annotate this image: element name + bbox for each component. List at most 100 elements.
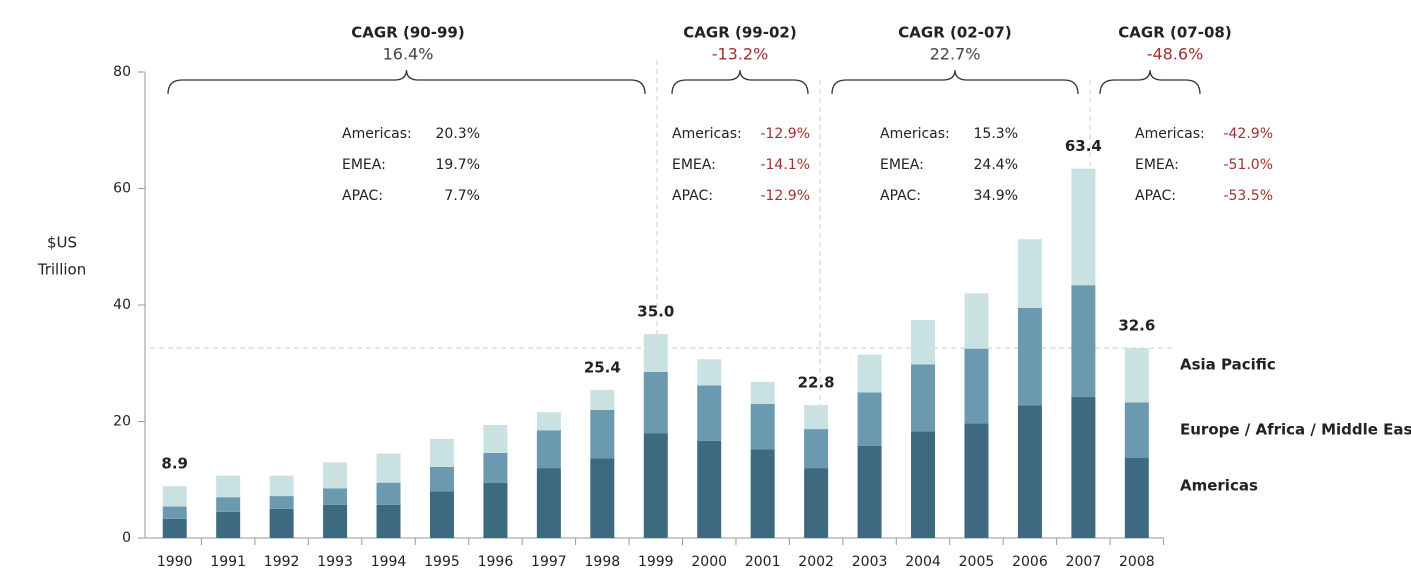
total-label: 32.6 [1118,317,1155,335]
bar-segment [1017,405,1042,538]
bar-segment [750,381,775,405]
period-total: 16.4% [383,45,434,64]
region-value: 24.4% [974,157,1018,173]
region-label: EMEA: [342,157,386,173]
period-title: CAGR (07-08) [1118,24,1231,42]
bar-segment [162,518,187,538]
bar-segment [697,385,722,441]
region-value: 20.3% [436,126,480,142]
bar-segment [216,475,241,498]
bar-segment [804,468,829,538]
bar-segment [376,504,401,538]
bar-segment [162,486,187,507]
bar-segment [376,453,401,483]
bar-segment [376,482,401,505]
bar-segment [911,364,936,432]
region-label: APAC: [880,188,921,204]
x-tick-label: 2005 [959,554,995,570]
bar-segment [429,466,454,492]
period-total: 22.7% [930,45,981,64]
x-tick-label: 1993 [317,554,353,570]
bar-segment [1071,168,1096,286]
bar-segment [323,462,348,489]
bar-segment [697,359,722,386]
region-value: -12.9% [760,188,810,204]
brace [671,69,809,95]
region-value: 34.9% [974,188,1018,204]
x-tick-label: 2007 [1066,554,1102,570]
bar-segment [964,348,989,424]
bar-segment [643,371,668,434]
y-tick-label: 40 [113,297,131,313]
region-value: -42.9% [1223,126,1273,142]
bar-segment [1071,285,1096,398]
x-tick-label: 1995 [424,554,460,570]
total-label: 25.4 [584,359,621,377]
x-tick-label: 2002 [798,554,834,570]
bar-segment [483,482,508,538]
period-title: CAGR (90-99) [351,24,464,42]
bar-segment [536,412,561,431]
bar-segment [536,468,561,538]
bar-segment [1017,307,1042,406]
bar-segment [590,458,615,538]
x-tick-label: 2004 [905,554,941,570]
x-tick-label: 1992 [264,554,300,570]
y-axis-label: $US [47,234,77,252]
period-total: -13.2% [712,45,769,64]
region-value: 7.7% [444,188,480,204]
x-tick-label: 1998 [585,554,621,570]
bar-segment [483,424,508,453]
bar-segment [323,504,348,538]
period-title: CAGR (99-02) [683,24,796,42]
bar-segment [429,438,454,467]
region-label: EMEA: [672,157,716,173]
bar-segment [269,496,294,509]
bar-segment [964,423,989,538]
total-label: 8.9 [161,455,188,473]
region-value: 19.7% [436,157,480,173]
bar-segment [804,405,829,430]
bar-segment [857,445,882,538]
region-value: 15.3% [974,126,1018,142]
bar-segment [750,404,775,450]
x-tick-label: 1994 [371,554,407,570]
brace [1099,69,1201,95]
x-tick-label: 1997 [531,554,567,570]
bar-segment [162,506,187,519]
region-value: -53.5% [1223,188,1273,204]
x-tick-label: 2000 [691,554,727,570]
period-title: CAGR (02-07) [898,24,1011,42]
period-total: -48.6% [1147,45,1204,64]
y-tick-label: 20 [113,414,131,430]
x-tick-label: 2008 [1119,554,1155,570]
total-label: 35.0 [637,303,674,321]
bar-segment [1124,348,1149,403]
bar-segment [216,497,241,512]
region-label: APAC: [1135,188,1176,204]
brace [831,69,1079,95]
region-value: -51.0% [1223,157,1273,173]
bar-segment [269,475,294,497]
region-label: APAC: [672,188,713,204]
bar-segment [1017,239,1042,308]
bar-segment [697,440,722,538]
bar-segment [1071,397,1096,538]
region-label: Americas: [1135,126,1205,142]
region-value: -14.1% [760,157,810,173]
total-label: 63.4 [1065,137,1102,155]
legend-label: Americas [1180,476,1258,494]
bar-segment [964,293,989,349]
region-label: APAC: [342,188,383,204]
y-tick-label: 80 [113,64,131,80]
legend-label: Europe / Africa / Middle East [1180,420,1411,438]
bar-segment [750,449,775,538]
region-value: -12.9% [760,126,810,142]
bar-segment [216,511,241,538]
bar-segment [857,392,882,446]
y-axis-label: Trillion [37,261,86,279]
x-tick-label: 1991 [210,554,246,570]
bar-segment [590,390,615,410]
bar-segment [1124,402,1149,458]
region-label: EMEA: [1135,157,1179,173]
